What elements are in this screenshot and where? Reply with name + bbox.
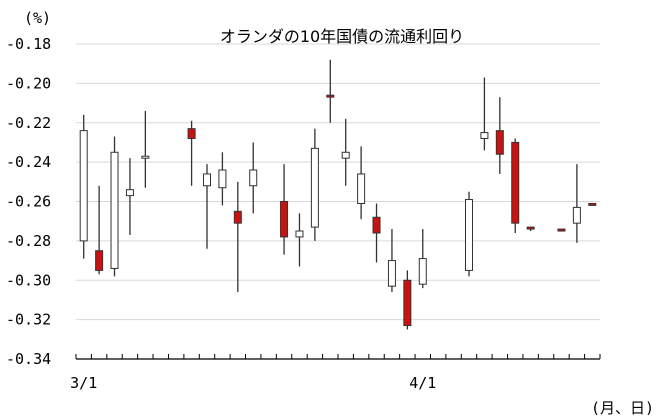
candle-body [511,141,520,224]
x-tick-label: 3/1 [70,374,97,392]
candle [387,229,396,293]
candle [249,142,258,214]
candle-body [218,169,227,189]
candle-body [125,189,134,197]
candle [326,59,335,123]
candle [295,213,304,267]
candle [141,110,150,188]
candle-body [95,250,104,271]
candle-body [141,155,150,159]
candle-body [387,260,396,287]
y-tick-label: -0.20 [6,74,51,92]
candle [203,164,211,249]
candle-body [372,216,381,234]
y-tick-labels: -0.18 -0.20 -0.22 -0.24 -0.26 -0.28 -0.30 -0.32… [6,35,51,368]
candle [218,152,227,206]
candle [79,114,88,259]
candle [572,164,581,243]
grid-lines [76,43,600,321]
y-tick-label: -0.32 [6,311,51,329]
candle-body [295,230,304,238]
candle-body [110,151,119,269]
y-tick-label: -0.28 [6,232,51,250]
candle-body [249,169,258,187]
candles [79,59,597,330]
chart-title: オランダの10年国債の流通利回り [220,27,464,46]
x-unit-label: (月、日) [591,399,654,417]
y-tick-label: -0.18 [6,35,51,53]
candle-body [280,201,289,238]
candle-body [403,279,412,327]
candle [465,191,473,277]
candle-body [557,228,566,232]
candle [110,136,119,277]
candle-body [326,94,335,98]
candle [280,164,289,255]
candle [495,97,504,174]
candle [187,120,196,186]
candle [588,202,597,206]
candle [357,146,366,220]
y-tick-label: -0.30 [6,271,51,289]
candle-body [465,199,473,271]
y-tick-label: -0.22 [6,114,51,132]
candle-body [357,173,366,204]
candle-body [341,151,350,159]
x-tick-labels: 3/1 4/1 [70,374,436,392]
candle [233,181,242,293]
candle [310,128,319,241]
candle-body [495,130,504,155]
candle [125,158,134,235]
candle [341,118,350,186]
candle-body [203,173,211,187]
x-tick-label: 4/1 [409,374,436,392]
candle-body [572,206,581,224]
candle-body [310,147,319,228]
y-tick-label: -0.26 [6,193,51,211]
candle-body [79,130,88,242]
y-unit-label: (%) [24,9,51,27]
candle [403,270,412,330]
candle [418,229,427,289]
candle-body [526,226,535,230]
candle-body [480,132,489,139]
candle [95,185,104,275]
candle-body [588,202,597,206]
candle-body [418,258,427,285]
candle [480,77,489,151]
candle [511,138,520,233]
candle-body [187,128,196,139]
y-tick-label: -0.34 [6,350,51,368]
candle [557,228,566,232]
y-tick-label: -0.24 [6,153,51,171]
candle [526,226,535,232]
candle [372,203,381,263]
x-axis [75,354,601,360]
candle-body [233,210,242,224]
